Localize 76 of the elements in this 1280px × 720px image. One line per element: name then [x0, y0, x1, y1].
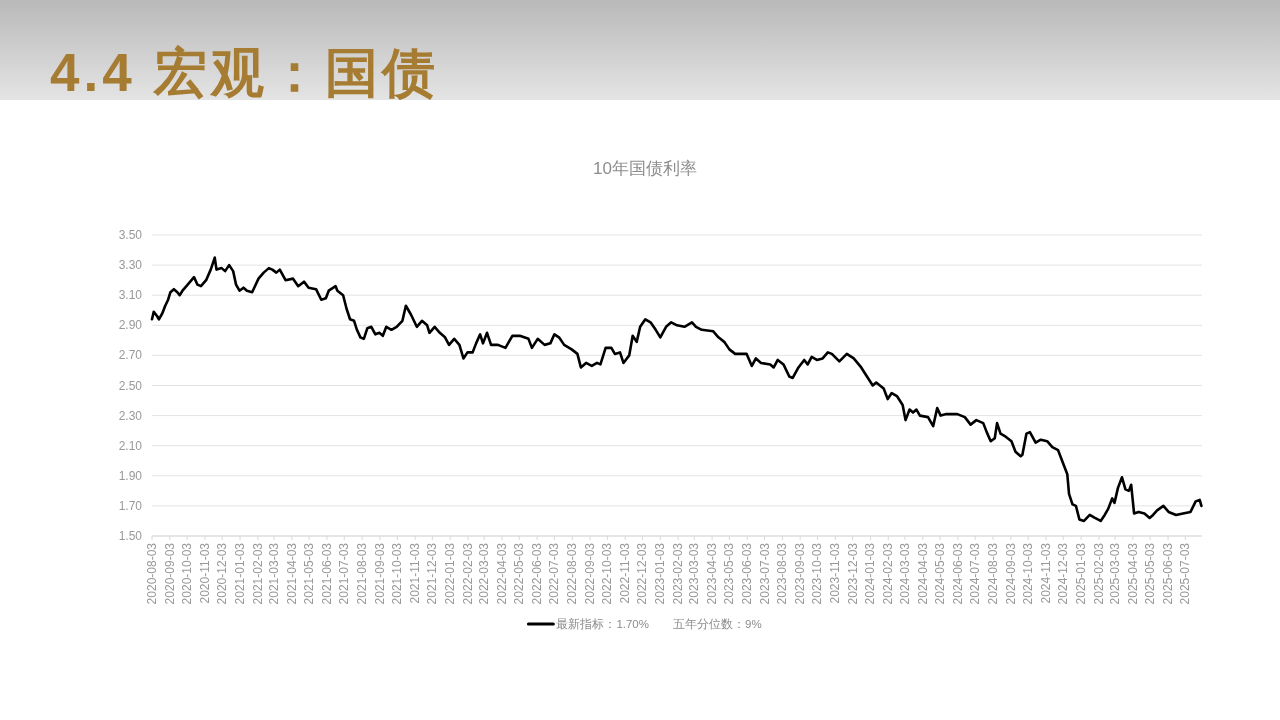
- x-tick-label: 2023-03-03: [687, 542, 702, 605]
- y-tick-label: 3.30: [118, 258, 143, 273]
- x-tick-label: 2023-02-03: [671, 542, 686, 605]
- x-tick-label: 2020-11-03: [197, 542, 212, 604]
- line-series: [150, 256, 1203, 523]
- x-tick-label: 2021-01-03: [233, 542, 248, 605]
- y-tick-label: 1.70: [118, 498, 143, 513]
- x-tick-label: 2022-07-03: [547, 542, 562, 605]
- x-tick-label: 2020-08-03: [145, 542, 159, 605]
- x-tick-label: 2025-07-03: [1178, 542, 1193, 605]
- x-tick-label: 2024-06-03: [950, 542, 965, 605]
- x-tick-label: 2025-01-03: [1074, 542, 1089, 605]
- text: 五年分位数：9%: [672, 618, 762, 630]
- x-tick-label: 2021-08-03: [355, 542, 370, 605]
- x-tick-label: 2021-03-03: [267, 542, 282, 605]
- x-tick-label: 2025-04-03: [1125, 542, 1140, 605]
- x-tick-label: 2023-12-03: [845, 542, 860, 605]
- x-tick-label: 2024-01-03: [863, 542, 878, 605]
- x-tick-label: 2022-03-03: [477, 542, 492, 605]
- x-tick-label: 2021-04-03: [284, 542, 299, 605]
- x-tick-label: 2024-05-03: [933, 542, 948, 605]
- chart-subtitle: 10年国债利率: [593, 159, 697, 178]
- y-tick-label: 2.10: [118, 438, 143, 453]
- x-tick-label: 2022-05-03: [512, 542, 527, 605]
- x-tick-label: 2023-07-03: [757, 542, 772, 605]
- y-tick-label: 2.50: [118, 378, 143, 393]
- x-tick-label: 2023-04-03: [705, 542, 720, 605]
- x-tick-label: 2021-07-03: [337, 542, 352, 605]
- x-tick-label: 2020-12-03: [215, 542, 230, 605]
- x-tick-label: 2022-06-03: [530, 542, 545, 605]
- x-tick-label: 2023-05-03: [722, 542, 737, 605]
- x-tick-label: 2024-09-03: [1003, 542, 1018, 605]
- x-tick-label: 2024-07-03: [968, 542, 983, 605]
- x-tick-label: 2021-10-03: [390, 542, 405, 605]
- y-tick-label: 1.90: [118, 468, 143, 483]
- legend-label: 最新指标：1.70%: [556, 617, 649, 630]
- x-tick-label: 2023-10-03: [810, 542, 825, 605]
- x-tick-label: 2021-02-03: [250, 542, 265, 605]
- y-tick-label: 1.50: [118, 529, 143, 543]
- x-tick-label: 2021-11-03: [408, 542, 423, 604]
- x-tick-label: 2024-11-03: [1039, 542, 1053, 604]
- x-tick-label: 2022-11-03: [618, 542, 633, 604]
- x-tick-label: 2025-03-03: [1108, 542, 1123, 605]
- y-tick-label: 2.70: [118, 348, 143, 363]
- x-tick-label: 2022-08-03: [565, 542, 580, 605]
- x-tick-label: 2024-04-03: [915, 542, 930, 605]
- x-tick-label: 2023-06-03: [740, 542, 755, 605]
- x-tick-label: 2024-08-03: [986, 542, 1001, 605]
- y-tick-label: 2.90: [118, 318, 143, 333]
- y-tick-label: 2.30: [118, 408, 143, 423]
- x-tick-label: 2023-01-03: [653, 542, 668, 605]
- x-tick-label: 2022-04-03: [495, 542, 509, 605]
- x-tick-label: 2023-08-03: [775, 542, 790, 605]
- x-tick-label: 2022-10-03: [600, 542, 615, 605]
- x-tick-label: 2021-06-03: [320, 542, 334, 605]
- x-tick-label: 2021-05-03: [302, 542, 317, 605]
- x-tick-label: 2022-12-03: [635, 542, 650, 605]
- x-tick-label: 2023-09-03: [793, 542, 808, 605]
- x-tick-label: 2023-11-03: [828, 542, 843, 604]
- x-tick-label: 2025-06-03: [1161, 542, 1176, 605]
- chart-title: 4.4 宏观：国债: [50, 43, 440, 102]
- y-tick-label: 3.10: [118, 288, 143, 303]
- x-tick-label: 2021-09-03: [372, 542, 387, 605]
- x-tick-label: 2020-10-03: [180, 542, 195, 605]
- x-tick-label: 2020-09-03: [162, 542, 177, 605]
- x-tick-label: 2022-01-03: [443, 542, 458, 605]
- y-tick-label: 3.50: [118, 228, 143, 242]
- x-tick-label: 2021-12-03: [425, 542, 440, 605]
- x-tick-label: 2025-05-03: [1143, 542, 1158, 605]
- x-tick-label: 2022-02-03: [461, 542, 476, 605]
- x-tick-label: 2024-12-03: [1056, 542, 1071, 605]
- x-tick-label: 2024-10-03: [1021, 542, 1036, 605]
- x-tick-label: 2024-03-03: [897, 542, 912, 605]
- x-tick-label: 2025-02-03: [1091, 542, 1106, 605]
- x-tick-label: 2022-09-03: [583, 542, 598, 605]
- x-tick-label: 2024-02-03: [881, 542, 896, 605]
